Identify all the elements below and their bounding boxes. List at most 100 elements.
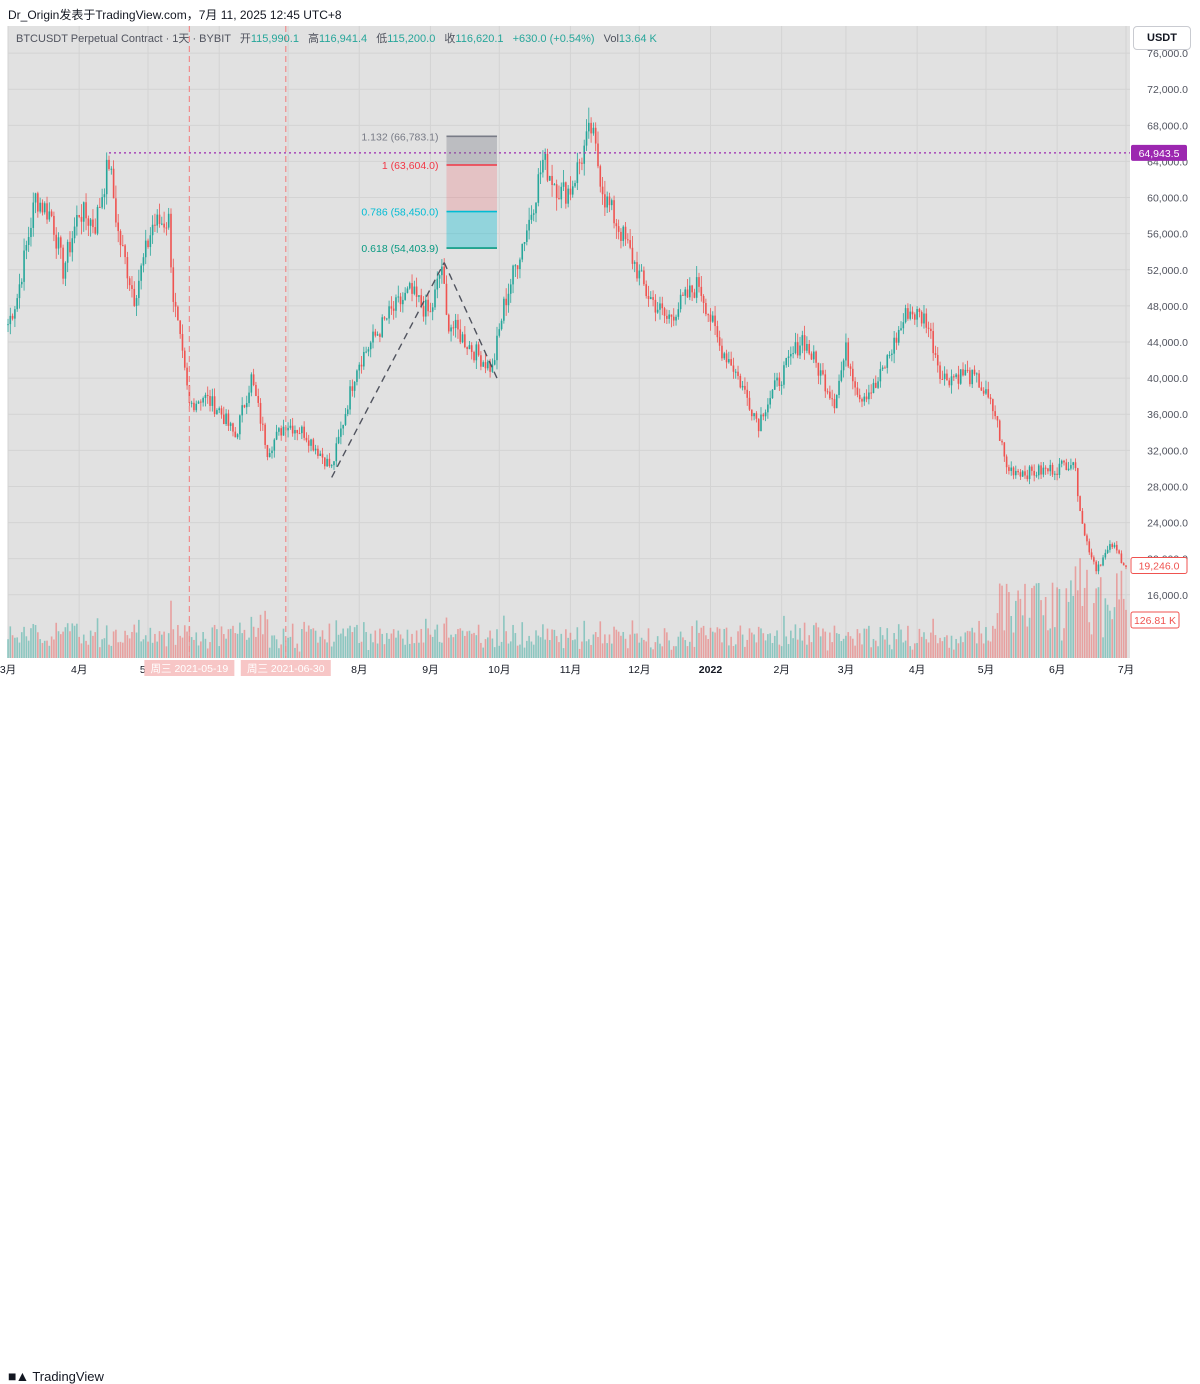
candle-body [886, 355, 889, 368]
candle-body [930, 328, 932, 332]
candle-body [62, 247, 64, 279]
candle-body [486, 361, 489, 369]
volume-bar [803, 622, 806, 658]
candle-body [927, 327, 930, 329]
volume-bar [530, 641, 533, 658]
volume-bar [1102, 637, 1104, 658]
candle-body [711, 315, 714, 322]
candle-body [170, 213, 172, 268]
candle-body [245, 403, 248, 408]
volume-bar [730, 636, 732, 658]
volume-bar [406, 629, 409, 658]
candle-body [358, 364, 361, 371]
volume-bar [20, 632, 23, 658]
volume-bar [553, 629, 556, 658]
volume-bar [627, 648, 629, 658]
volume-bar [273, 635, 276, 658]
candle-body [287, 427, 289, 431]
volume-bar [324, 639, 326, 658]
candle-body [962, 369, 964, 376]
candle-body [856, 387, 859, 395]
volume-bar [7, 639, 9, 658]
volume-bar [183, 625, 186, 658]
candle-body [197, 401, 200, 404]
candle-body [505, 298, 507, 306]
volume-bar [698, 632, 700, 658]
volume-bar [1125, 609, 1127, 658]
candle-body [732, 365, 735, 372]
candle-body [161, 223, 163, 225]
volume-bar [484, 639, 487, 658]
price-axis[interactable] [1130, 26, 1200, 658]
volume-bar [1116, 573, 1118, 658]
volume-bar [496, 629, 498, 658]
volume-bar [633, 633, 636, 658]
pattern-trend-line [443, 262, 498, 379]
candle-body [581, 162, 583, 164]
candle-body [787, 356, 790, 359]
candle-body [211, 396, 214, 406]
candle-body [652, 297, 654, 300]
volume-bar [222, 634, 225, 658]
high-value: 116,941.4 [319, 33, 368, 45]
volume-bar [847, 632, 850, 658]
volume-bar [142, 639, 145, 658]
volume-bar [108, 644, 110, 658]
volume-bar [340, 633, 342, 658]
candlestick-chart[interactable]: 16,000.020,000.024,000.028,000.032,000.0… [0, 0, 1200, 710]
volume-bar [599, 621, 602, 658]
volume-bar [1037, 583, 1040, 658]
candle-body [372, 331, 374, 343]
volume-bar [188, 626, 191, 658]
volume-bar [810, 642, 813, 658]
candle-body [317, 448, 319, 456]
volume-bar [796, 639, 799, 658]
symbol-name[interactable]: BTCUSDT Perpetual Contract · 1天 · BYBIT [16, 33, 231, 45]
candle-body [1088, 541, 1091, 553]
volume-bar [303, 621, 305, 658]
candle-body [365, 351, 367, 353]
candle-body [46, 203, 48, 220]
candle-body [32, 202, 35, 228]
volume-bar [112, 631, 115, 658]
candle-body [643, 270, 645, 285]
volume-bar [523, 647, 526, 658]
candle-body [385, 318, 388, 320]
volume-bar [964, 632, 967, 658]
candle-body [737, 371, 739, 376]
candle-body [305, 437, 308, 441]
candle-body [434, 289, 436, 308]
volume-bar [307, 625, 310, 658]
candle-body [500, 320, 503, 330]
candle-body [241, 405, 243, 416]
volume-bar [656, 636, 659, 658]
candle-body [1047, 468, 1049, 472]
candle-body [172, 267, 175, 302]
fib-zone [446, 136, 497, 166]
currency-button[interactable]: USDT [1133, 26, 1191, 50]
volume-bar [861, 644, 863, 658]
price-tick-label: 68,000.0 [1147, 120, 1188, 132]
candle-body [819, 370, 822, 376]
volume-bar [388, 638, 390, 658]
tradingview-logo[interactable]: ■▲ TradingView [8, 1368, 104, 1384]
volume-bar [87, 644, 90, 658]
volume-bar [374, 630, 377, 658]
candle-body [691, 285, 693, 293]
volume-bar [966, 630, 969, 658]
candle-body [280, 428, 282, 436]
volume-bar [613, 626, 615, 658]
candle-body [291, 425, 294, 434]
candle-body [496, 335, 498, 361]
volume-bar [239, 622, 241, 658]
volume-bar [167, 633, 170, 658]
volume-bar [528, 635, 530, 658]
volume-bar [206, 648, 209, 658]
volume-bar [750, 632, 753, 658]
tradingview-logo-icon: ■▲ [8, 1368, 29, 1384]
candle-body [89, 219, 92, 226]
candle-body [608, 196, 611, 206]
volume-bar [89, 630, 92, 658]
volume-bar [500, 641, 503, 658]
volume-bar [925, 639, 928, 658]
